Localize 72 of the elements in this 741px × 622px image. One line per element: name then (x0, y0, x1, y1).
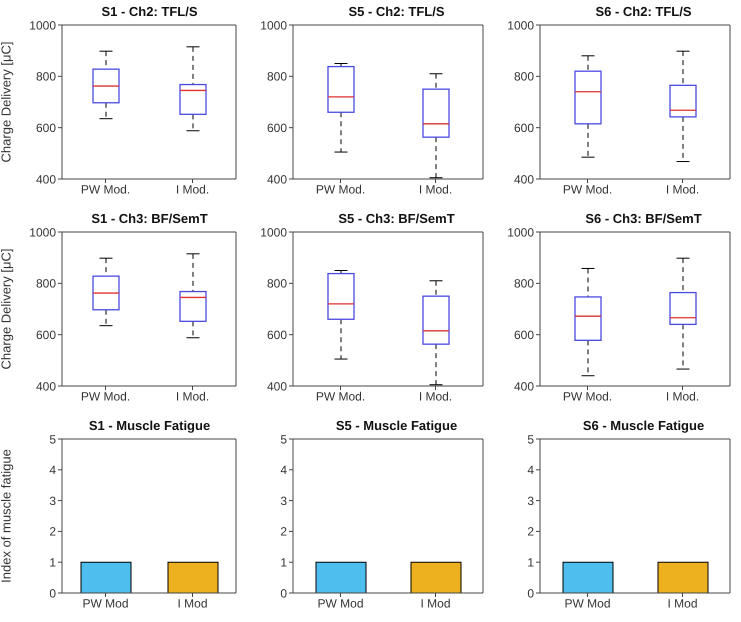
y-tick-label: 800 (36, 70, 56, 84)
x-tick-label: PW Mod. (316, 390, 366, 404)
x-tick-label: PW Mod. (562, 390, 612, 404)
y-tick-label: 600 (266, 328, 288, 342)
y-tick-label: 2 (49, 524, 56, 539)
y-tick-label: 400 (514, 172, 534, 186)
y-tick-label: 0 (280, 586, 288, 600)
y-tick-label: 600 (514, 120, 534, 135)
y-tick-label: 3 (280, 494, 288, 508)
y-tick-label: 4 (527, 463, 534, 478)
y-tick-label: 1 (527, 555, 534, 570)
x-tick-label: PW Mod (564, 596, 611, 611)
y-tick-label: 1000 (29, 225, 56, 240)
y-tick-label: 4 (280, 463, 288, 478)
y-axis-title: Index of muscle fatigue (0, 449, 14, 583)
chart-title: S6 - Muscle Fatigue (582, 418, 706, 433)
y-axis-title: Charge Delivery [μC] (0, 248, 14, 370)
y-tick-label: 3 (49, 494, 56, 508)
x-tick-label: PW Mod (317, 596, 364, 611)
y-tick-label: 5 (280, 432, 288, 446)
y-tick-label: 400 (514, 379, 534, 394)
x-tick-label: I Mod. (666, 182, 700, 197)
y-tick-label: 0 (49, 586, 56, 600)
y-tick-label: 1 (49, 555, 56, 570)
x-tick-label: PW Mod. (562, 182, 612, 197)
y-tick-label: 4 (49, 463, 56, 478)
x-tick-label: I Mod. (666, 390, 700, 404)
y-tick-label: 1 (280, 555, 288, 570)
chart-title: S5 - Ch2: TFL/S (347, 4, 446, 19)
y-tick-label: 1000 (507, 18, 534, 32)
chart-title: S5 - Ch3: BF/SemT (337, 211, 456, 226)
y-tick-label: 400 (266, 172, 288, 186)
y-tick-label: 800 (266, 70, 288, 84)
chart-title: S1 - Ch3: BF/SemT (90, 211, 209, 226)
chart-title: S1 - Ch2: TFL/S (100, 4, 199, 19)
y-tick-label: 800 (514, 276, 534, 291)
y-tick-label: 1000 (29, 18, 56, 32)
y-tick-label: 1000 (260, 18, 288, 32)
chart-title: S5 - Muscle Fatigue (334, 418, 458, 433)
y-tick-label: 800 (266, 276, 288, 291)
y-tick-label: 5 (527, 432, 534, 446)
y-tick-label: 600 (36, 120, 56, 135)
y-tick-label: 3 (527, 494, 534, 508)
chart-title: S6 - Ch2: TFL/S (594, 4, 693, 19)
x-tick-label: PW Mod. (316, 182, 366, 197)
y-tick-label: 600 (514, 328, 534, 342)
y-tick-label: 1000 (260, 225, 288, 240)
x-tick-label: I Mod (667, 596, 698, 611)
x-tick-label: I Mod. (176, 390, 210, 404)
y-tick-label: 800 (36, 276, 56, 291)
chart-title: S6 - Ch3: BF/SemT (584, 211, 703, 226)
y-tick-label: 600 (266, 120, 288, 135)
y-tick-label: 2 (527, 524, 534, 539)
x-tick-label: I Mod. (418, 390, 452, 404)
y-tick-label: 5 (49, 432, 56, 446)
y-tick-label: 0 (527, 586, 534, 600)
y-tick-label: 400 (36, 172, 56, 186)
x-tick-label: I Mod (177, 596, 208, 611)
x-tick-label: PW Mod. (80, 182, 130, 197)
y-tick-label: 600 (36, 328, 56, 342)
y-tick-label: 800 (514, 70, 534, 84)
x-tick-label: I Mod. (418, 182, 452, 197)
x-tick-label: I Mod. (176, 182, 210, 197)
y-tick-label: 400 (266, 379, 288, 394)
x-tick-label: I Mod (420, 596, 451, 611)
chart-title: S1 - Muscle Fatigue (88, 418, 212, 433)
x-tick-label: PW Mod. (80, 390, 130, 404)
x-tick-label: PW Mod (82, 596, 129, 611)
y-tick-label: 400 (36, 379, 56, 394)
y-axis-title: Charge Delivery [μC] (0, 42, 14, 162)
y-tick-label: 1000 (507, 225, 534, 240)
y-tick-label: 2 (280, 524, 288, 539)
